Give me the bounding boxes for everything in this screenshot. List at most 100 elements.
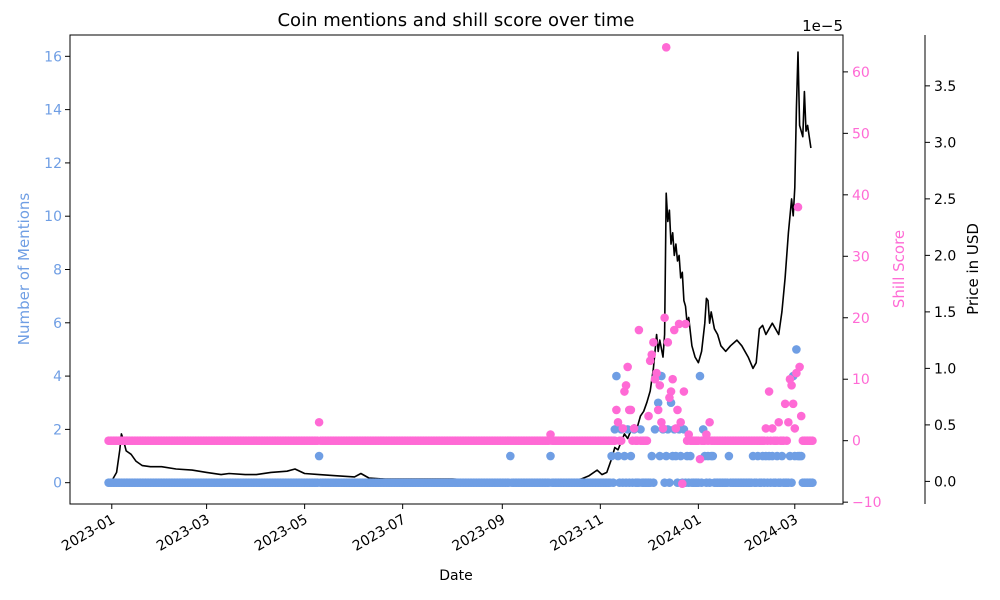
- shill-point: [695, 454, 705, 464]
- mentions-point: [777, 451, 787, 461]
- price-tick-label: 1.5: [934, 305, 956, 321]
- mentions-tick-label: 8: [53, 263, 62, 279]
- mentions-point: [650, 425, 660, 434]
- shill-tick-label: 0: [852, 434, 861, 450]
- mentions-point: [695, 371, 705, 381]
- price-tick-label: 3.5: [934, 79, 956, 95]
- price-line: [108, 51, 812, 483]
- mentions-tick-label: 4: [53, 369, 62, 385]
- mentions-tick-label: 14: [44, 103, 62, 119]
- mentions-point: [647, 451, 657, 461]
- shill-point: [681, 319, 690, 329]
- mentions-point: [613, 451, 623, 461]
- shill-tick-label: −10: [852, 495, 882, 511]
- mentions-point: [708, 451, 718, 461]
- shill-point: [661, 42, 671, 52]
- shill-point: [668, 374, 677, 384]
- mentions-point: [661, 451, 671, 461]
- shill-point: [649, 338, 658, 347]
- mentions-point: [787, 478, 796, 487]
- mentions-point: [620, 451, 629, 461]
- shill-point: [711, 436, 721, 445]
- shill-point: [679, 387, 689, 396]
- mentions-tick-label: 2: [53, 422, 62, 438]
- shill-point: [796, 411, 806, 421]
- shill-tick-label: 50: [852, 126, 870, 142]
- shill-point: [677, 479, 687, 489]
- mentions-point: [676, 451, 685, 461]
- chart-title: Coin mentions and shill score over time: [277, 10, 634, 31]
- shill-point: [780, 399, 790, 409]
- shill-point: [612, 405, 621, 415]
- mentions-point: [612, 371, 621, 381]
- shill-tick-label: 20: [852, 311, 870, 327]
- mentions-point: [314, 451, 324, 461]
- shill-point: [666, 387, 676, 396]
- shill-point: [621, 381, 631, 390]
- mentions-point: [724, 451, 734, 461]
- shill-point: [676, 417, 685, 427]
- mentions-point: [796, 451, 806, 461]
- shill-point: [647, 350, 657, 359]
- shill-point: [626, 405, 636, 415]
- mentions-point: [607, 451, 616, 461]
- shill-point: [808, 436, 817, 445]
- shill-point: [674, 319, 684, 329]
- shill-point: [767, 424, 777, 433]
- shill-point: [634, 325, 644, 335]
- mentions-point: [608, 478, 618, 487]
- price-tick-label: 3.0: [934, 135, 956, 151]
- price-tick-label: 2.0: [934, 248, 956, 264]
- shill-axis-ticks: −10 0 10 20 30 40 50 60: [843, 65, 882, 511]
- mentions-axis-ticks: 0 2 4 6 8 10 12 14 16: [44, 49, 70, 492]
- mentions-tick-label: 6: [53, 316, 62, 332]
- shill-point: [774, 417, 784, 427]
- shill-point: [673, 405, 682, 415]
- mentions-point: [610, 425, 620, 434]
- shill-point: [684, 430, 694, 439]
- x-axis-label: Date: [439, 568, 472, 584]
- shill-point: [629, 424, 639, 433]
- mentions-point: [546, 451, 555, 461]
- shill-point: [764, 387, 774, 396]
- shill-tick-label: 60: [852, 65, 870, 81]
- mentions-point: [686, 451, 695, 461]
- price-axis-ticks: 0.0 0.5 1.0 1.5 2.0 2.5 3.0 3.5: [925, 79, 956, 490]
- shill-point: [642, 436, 652, 445]
- price-tick-label: 0.0: [934, 474, 956, 490]
- shill-point: [669, 325, 679, 335]
- shill-tick-label: 40: [852, 188, 870, 204]
- shill-point: [623, 362, 632, 372]
- shill-axis-label: Shill Score: [890, 230, 908, 308]
- shill-point: [618, 424, 628, 433]
- price-tick-label: 0.5: [934, 418, 956, 434]
- shill-tick-label: 10: [852, 372, 870, 388]
- mentions-tick-label: 12: [44, 156, 62, 172]
- mentions-layer: [104, 345, 817, 487]
- mentions-point: [808, 478, 817, 487]
- shill-point: [702, 430, 711, 439]
- shill-tick-label: 30: [852, 249, 870, 265]
- mentions-point: [792, 345, 801, 354]
- price-layer: [108, 51, 812, 483]
- shill-point: [314, 417, 324, 427]
- shill-point: [658, 424, 668, 433]
- mentions-tick-label: 10: [44, 209, 62, 225]
- shill-point: [705, 417, 714, 427]
- mentions-point: [665, 478, 674, 487]
- mentions-tick-label: 0: [53, 476, 62, 492]
- price-axis-multiplier: 1e−5: [802, 17, 843, 35]
- shill-point: [782, 436, 792, 445]
- price-tick-label: 1.0: [934, 361, 956, 377]
- mentions-point: [655, 451, 665, 461]
- shill-point: [787, 381, 796, 390]
- shill-point: [793, 202, 803, 212]
- shill-point: [761, 424, 771, 433]
- shill-point: [795, 362, 804, 372]
- price-tick-label: 2.5: [934, 192, 956, 208]
- mentions-point: [636, 425, 645, 434]
- mentions-axis-label: Number of Mentions: [15, 193, 33, 346]
- shill-point: [652, 368, 661, 378]
- price-axis-label: Price in USD: [964, 223, 982, 315]
